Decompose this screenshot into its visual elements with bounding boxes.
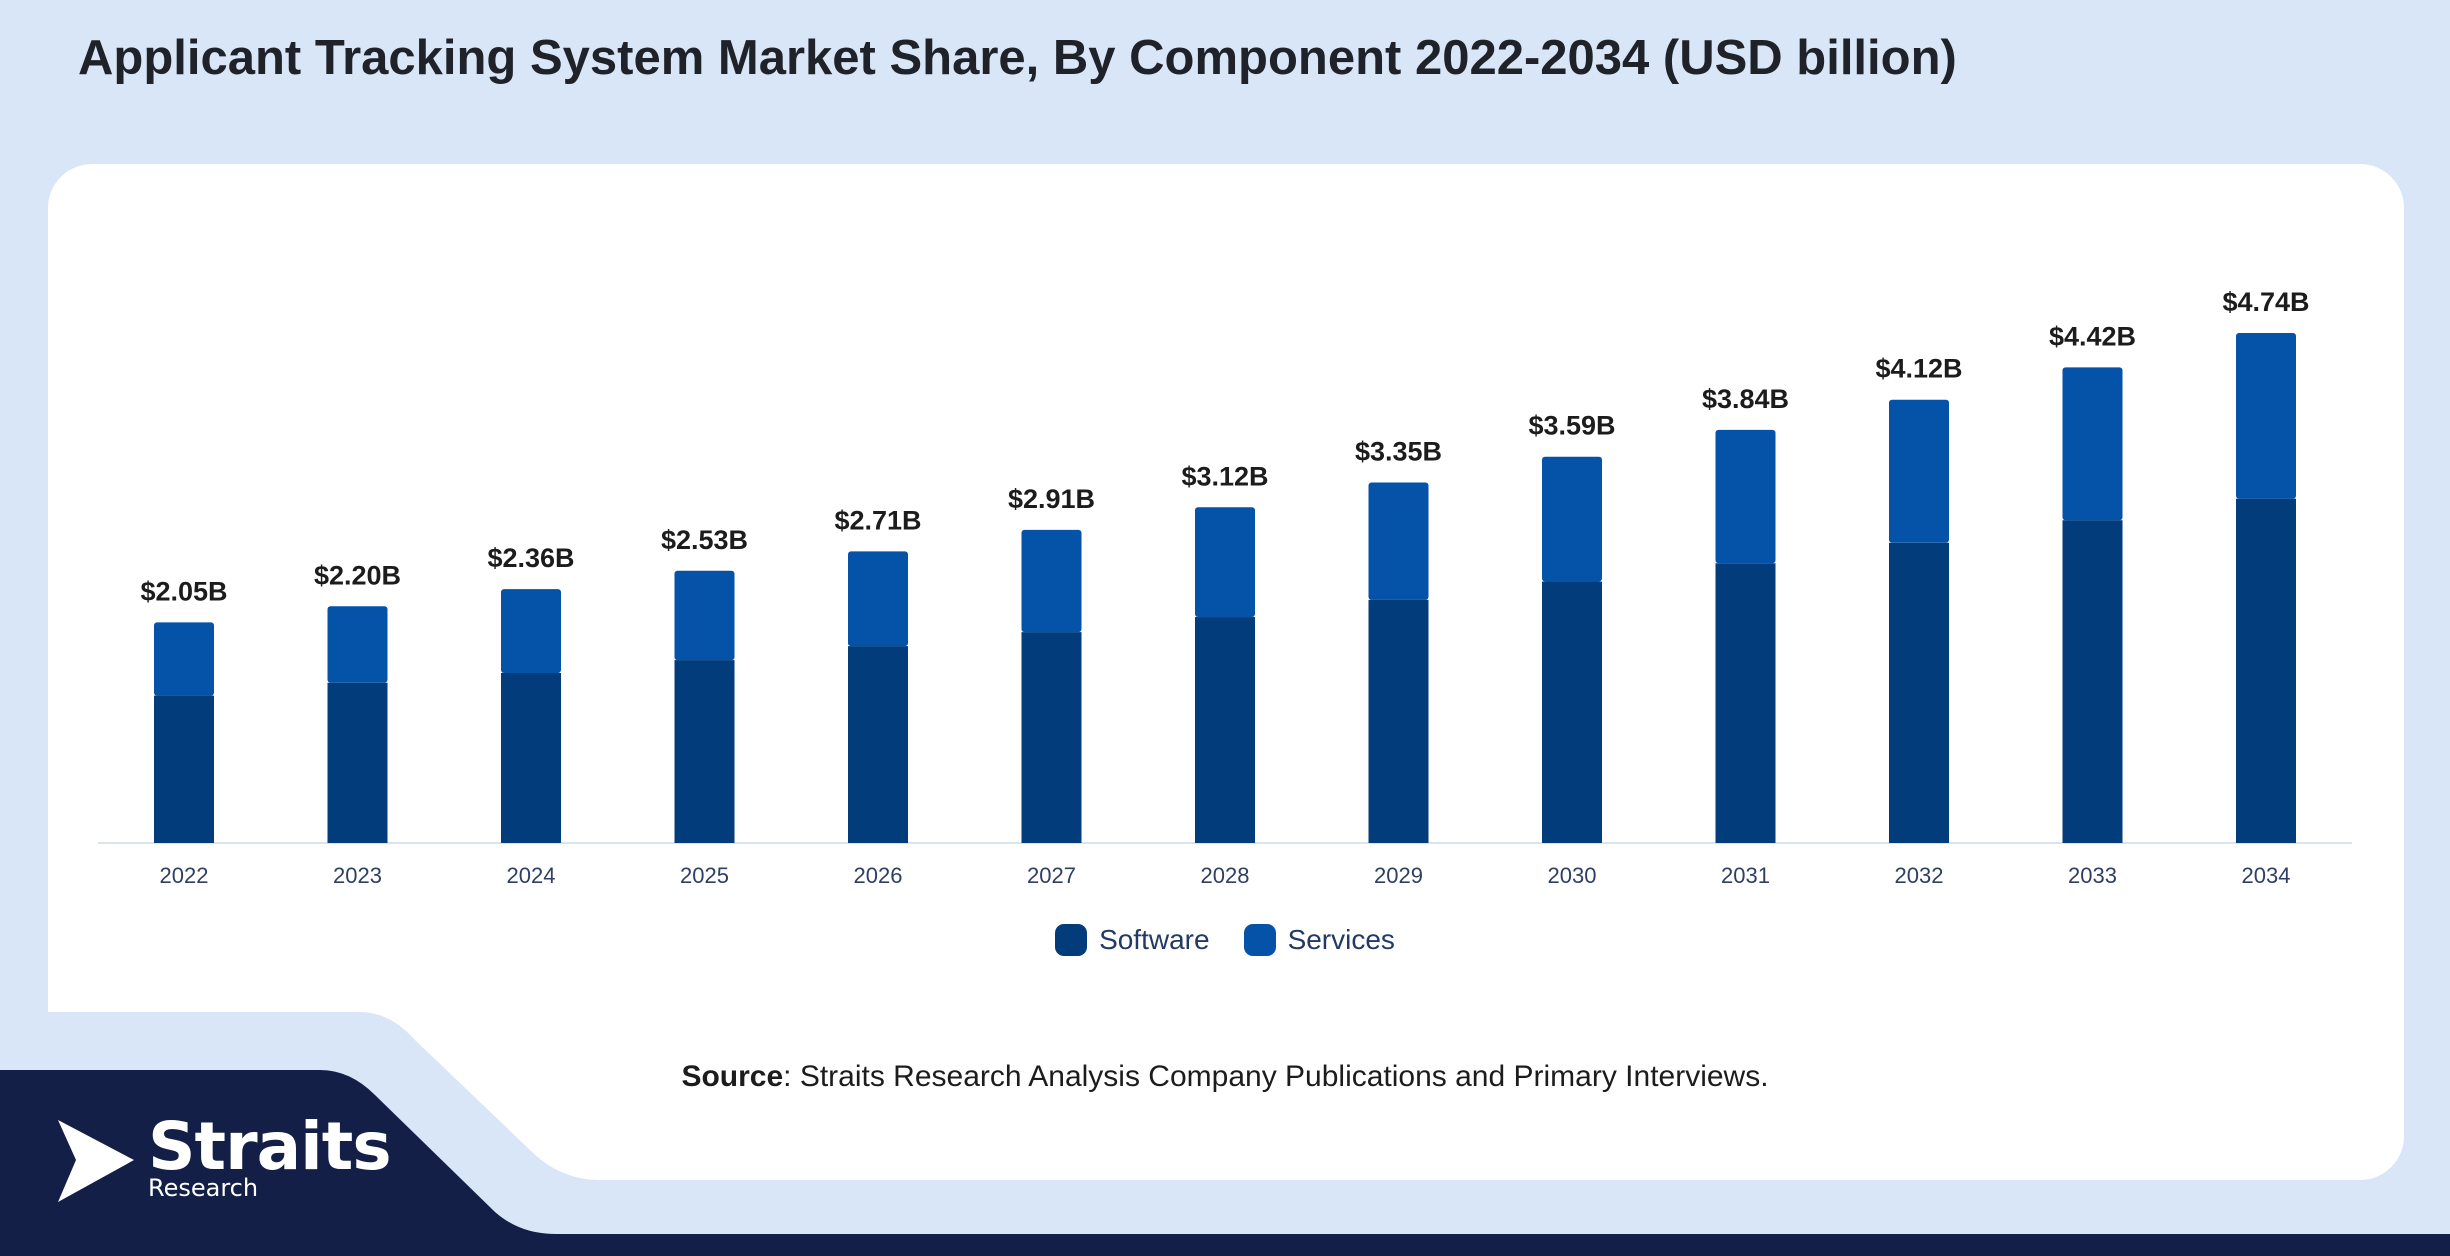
chart-legend: Software Services: [0, 924, 2450, 956]
x-tick-label-2029: 2029: [1374, 863, 1423, 888]
bar-services-2025: [674, 570, 735, 661]
logo-subtitle: Research: [148, 1174, 259, 1202]
bar-services-2033: [2062, 367, 2123, 521]
bar-services-2028: [1195, 507, 1255, 618]
bar-services-2023: [327, 606, 388, 683]
bar-software-2023: [327, 682, 388, 843]
total-label-2027: $2.91B: [1008, 484, 1095, 514]
bar-services-2026: [848, 551, 908, 647]
total-label-2029: $3.35B: [1355, 437, 1442, 467]
logo-wordmark: Straits: [148, 1108, 392, 1185]
bar-software-2033: [2062, 520, 2123, 843]
source-text: : Straits Research Analysis Company Publ…: [783, 1060, 1769, 1093]
bar-software-2025: [674, 660, 735, 843]
total-label-2034: $4.74B: [2222, 287, 2309, 317]
legend-item-services[interactable]: Services: [1243, 924, 1395, 956]
bar-services-2032: [1889, 399, 1949, 543]
x-tick-label-2032: 2032: [1895, 863, 1944, 888]
total-label-2024: $2.36B: [487, 543, 574, 573]
bar-services-2024: [501, 589, 561, 673]
bar-software-2032: [1889, 542, 1949, 843]
bar-services-2030: [1542, 456, 1602, 582]
total-label-2026: $2.71B: [834, 505, 921, 535]
source-label: Source: [681, 1060, 784, 1093]
x-tick-label-2024: 2024: [507, 863, 556, 888]
x-tick-label-2025: 2025: [680, 863, 729, 888]
total-label-2032: $4.12B: [1875, 354, 1962, 384]
x-tick-label-2033: 2033: [2068, 863, 2117, 888]
x-tick-label-2023: 2023: [333, 863, 382, 888]
bar-services-2031: [1715, 429, 1776, 564]
x-tick-label-2030: 2030: [1548, 863, 1597, 888]
bar-services-2034: [2236, 333, 2296, 499]
x-tick-label-2034: 2034: [2242, 863, 2291, 888]
footer-band: [0, 1070, 2450, 1256]
bar-software-2027: [1021, 632, 1082, 843]
bar-software-2024: [501, 673, 561, 843]
total-label-2023: $2.20B: [314, 560, 401, 590]
legend-swatch-software: [1055, 924, 1088, 956]
source-note: Source: Straits Research Analysis Compan…: [0, 1060, 2450, 1094]
x-tick-label-2027: 2027: [1027, 863, 1076, 888]
bar-software-2028: [1195, 617, 1255, 843]
bar-services-2022: [154, 622, 214, 696]
x-tick-label-2022: 2022: [160, 863, 209, 888]
page-title: Applicant Tracking System Market Share, …: [78, 31, 1957, 85]
bar-software-2022: [154, 695, 214, 843]
bar-software-2029: [1368, 599, 1429, 843]
bar-services-2029: [1368, 482, 1429, 600]
arrow-logo-icon: [58, 1120, 134, 1202]
bar-software-2030: [1542, 581, 1602, 843]
bar-services-2027: [1021, 529, 1082, 633]
x-tick-label-2031: 2031: [1721, 863, 1770, 888]
legend-item-software[interactable]: Software: [1055, 924, 1210, 956]
total-label-2031: $3.84B: [1702, 384, 1789, 414]
bar-software-2034: [2236, 498, 2296, 843]
legend-swatch-services: [1243, 924, 1276, 956]
bar-software-2031: [1715, 563, 1776, 843]
x-tick-label-2028: 2028: [1201, 863, 1250, 888]
total-label-2025: $2.53B: [661, 525, 748, 555]
legend-label-services: Services: [1287, 924, 1395, 955]
legend-label-software: Software: [1099, 924, 1210, 955]
total-label-2022: $2.05B: [140, 576, 227, 606]
total-label-2030: $3.59B: [1528, 411, 1615, 441]
total-label-2033: $4.42B: [2049, 321, 2136, 351]
x-tick-label-2026: 2026: [854, 863, 903, 888]
total-label-2028: $3.12B: [1181, 461, 1268, 491]
bar-software-2026: [848, 646, 908, 843]
